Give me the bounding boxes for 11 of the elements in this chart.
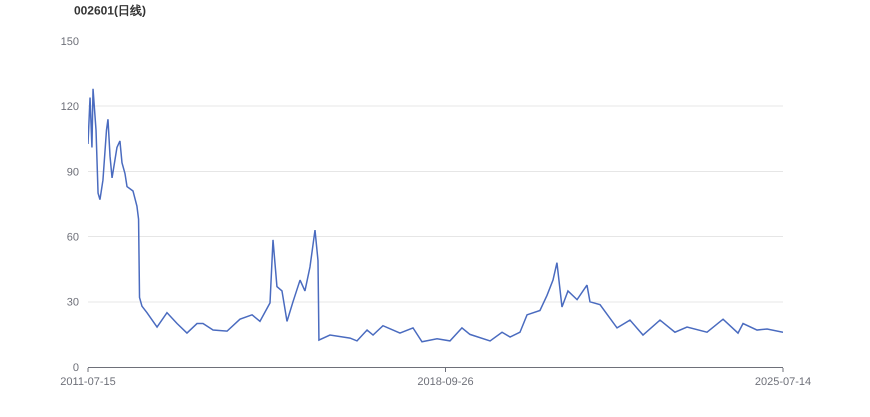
y-tick-label: 60 xyxy=(66,231,79,244)
y-tick-label: 120 xyxy=(60,101,79,114)
x-tick-label: 2011-07-15 xyxy=(60,376,116,388)
line-series xyxy=(88,88,783,343)
y-tick-label: 150 xyxy=(60,36,79,48)
y-tick-label: 30 xyxy=(66,296,79,309)
x-tick-label: 2025-07-14 xyxy=(754,376,812,388)
chart-title: 002601(日线) xyxy=(74,4,146,18)
y-tick-label: 90 xyxy=(66,166,79,178)
y-tick-label: 0 xyxy=(72,362,79,374)
x-tick-label: 2018-09-26 xyxy=(417,376,474,388)
